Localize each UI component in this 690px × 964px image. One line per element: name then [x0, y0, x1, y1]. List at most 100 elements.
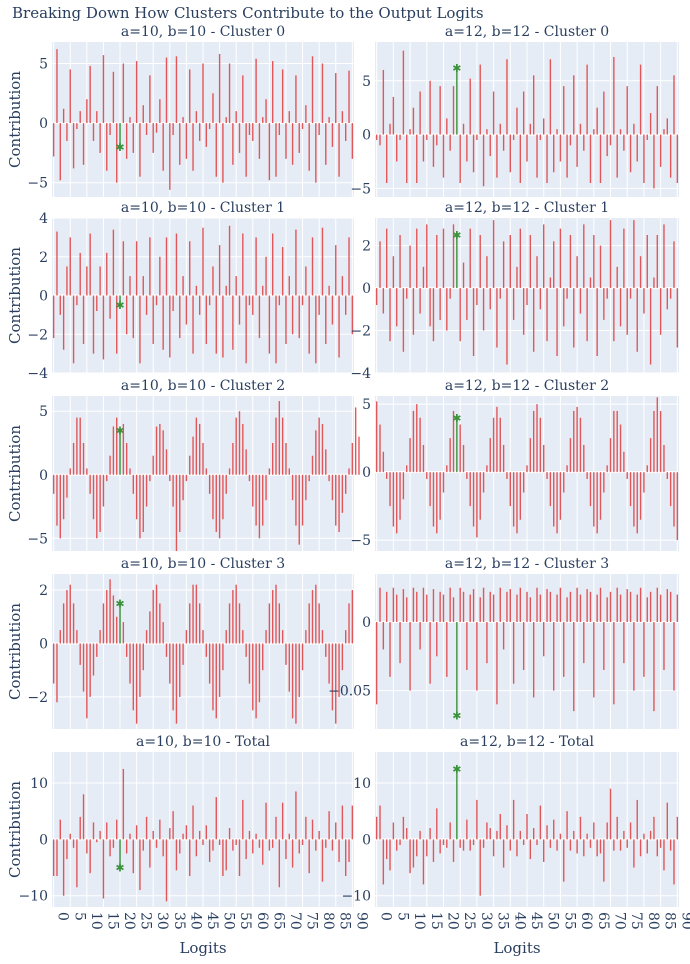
x-tick-label: 65 — [270, 912, 286, 930]
x-tick-label: 20 — [121, 912, 137, 930]
x-tick-label: 85 — [662, 912, 678, 930]
x-tick-label: 35 — [495, 912, 511, 930]
x-tick-label: 25 — [461, 912, 477, 930]
x-tick-label: 90 — [678, 912, 690, 930]
subplot: 2 0 −2 −4 ✱ a=12, b=12 - Cluster 1 — [350, 200, 679, 382]
y-tick-label: 5 — [39, 56, 48, 72]
y-tick-label: 0 — [362, 128, 371, 144]
subplot-title: a=12, b=12 - Cluster 2 — [445, 378, 609, 394]
x-tick-label: 45 — [528, 912, 544, 930]
highlight-marker: ✱ — [452, 763, 461, 776]
y-tick-label: 4 — [39, 211, 48, 227]
x-tick-label: 90 — [353, 912, 369, 930]
x-tick-label: 85 — [337, 912, 353, 930]
y-axis-label: Contribution — [6, 603, 24, 700]
x-tick-label: 50 — [545, 912, 561, 930]
highlight-marker: ✱ — [115, 597, 124, 610]
y-tick-label: 0 — [39, 832, 48, 848]
x-tick-label: 15 — [104, 912, 120, 930]
subplot: 2 0 −2 ✱ a=10, b=10 - Cluster 3 Contribution — [6, 556, 354, 729]
x-tick-label: 5 — [71, 912, 87, 921]
y-axis-label: Contribution — [6, 71, 24, 168]
y-tick-label: 2 — [39, 250, 48, 266]
x-tick-label: 60 — [578, 912, 594, 930]
subplot-title: a=10, b=10 - Cluster 2 — [121, 378, 285, 394]
x-tick-label: 65 — [595, 912, 611, 930]
subplot-title: a=12, b=12 - Cluster 0 — [445, 24, 609, 40]
x-tick-label: 20 — [444, 912, 460, 930]
subplot-title: a=12, b=12 - Cluster 1 — [445, 200, 609, 216]
x-tick-label: 0 — [378, 912, 394, 921]
y-axis-label: Contribution — [6, 247, 24, 344]
y-tick-label: −10 — [341, 889, 371, 905]
x-tick-label: 40 — [187, 912, 203, 930]
y-tick-label: 5 — [362, 397, 371, 413]
x-axis-label-left: Logits — [179, 939, 226, 957]
y-tick-label: −2 — [27, 327, 48, 343]
y-tick-label: 0 — [39, 468, 48, 484]
y-tick-label: 0 — [362, 832, 371, 848]
subplot-title: a=10, b=10 - Cluster 3 — [121, 556, 285, 572]
y-tick-label: 10 — [353, 776, 371, 792]
subplot: 5 0 −5 ✱ a=12, b=12 - Cluster 0 — [350, 24, 679, 197]
highlight-marker: ✱ — [115, 299, 124, 312]
y-tick-label: −2 — [350, 324, 371, 340]
y-tick-label: 0 — [39, 289, 48, 305]
subplot-title: a=10, b=10 - Total — [136, 734, 271, 750]
y-tick-label: −5 — [27, 531, 48, 547]
subplot: 5 0 −5 ✱ a=10, b=10 - Cluster 0 Contribution — [6, 24, 354, 197]
y-tick-label: −10 — [18, 889, 48, 905]
x-tick-label: 0 — [55, 912, 71, 921]
subplot: 4 2 0 −2 −4 ✱ a=10, b=10 - Cluster 1 Contributi… — [6, 200, 354, 382]
x-tick-label: 35 — [171, 912, 187, 930]
highlight-marker: ✱ — [452, 412, 461, 425]
subplot-title: a=12, b=12 - Cluster 3 — [445, 556, 609, 572]
y-tick-label: 2 — [362, 239, 371, 255]
figure-title: Breaking Down How Clusters Contribute to… — [12, 4, 484, 22]
y-tick-label: −5 — [27, 176, 48, 192]
x-tick-label: 70 — [287, 912, 303, 930]
y-tick-label: 0 — [362, 615, 371, 631]
x-tick-label: 30 — [154, 912, 170, 930]
subplot-title: a=12, b=12 - Total — [460, 734, 595, 750]
y-tick-label: 10 — [30, 776, 48, 792]
y-axis-label: Contribution — [6, 425, 24, 522]
x-tick-label: 60 — [254, 912, 270, 930]
subplot-title: a=10, b=10 - Cluster 0 — [121, 24, 285, 40]
y-tick-label: −2 — [27, 690, 48, 706]
x-tick-label: 75 — [304, 912, 320, 930]
highlight-marker: ✱ — [115, 424, 124, 437]
highlight-marker: ✱ — [115, 141, 124, 154]
highlight-marker: ✱ — [452, 62, 461, 75]
y-tick-label: −5 — [350, 533, 371, 549]
y-tick-label: 5 — [362, 74, 371, 90]
y-tick-label: 0 — [362, 465, 371, 481]
highlight-marker: ✱ — [452, 709, 461, 722]
x-tick-label: 70 — [612, 912, 628, 930]
y-tick-label: −4 — [27, 366, 48, 382]
y-tick-label: −0.05 — [328, 684, 371, 700]
x-tick-label: 5 — [394, 912, 410, 921]
subplot-title: a=10, b=10 - Cluster 1 — [121, 200, 285, 216]
x-tick-label: 10 — [88, 912, 104, 930]
y-tick-label: −5 — [350, 181, 371, 197]
x-tick-label: 55 — [561, 912, 577, 930]
highlight-marker: ✱ — [452, 229, 461, 242]
x-tick-label: 55 — [237, 912, 253, 930]
x-tick-label: 40 — [511, 912, 527, 930]
x-tick-label: 80 — [645, 912, 661, 930]
subplot: 5 0 −5 ✱ a=12, b=12 - Cluster 2 — [350, 378, 679, 551]
y-tick-label: 0 — [39, 116, 48, 132]
x-tick-label: 10 — [411, 912, 427, 930]
x-tick-label: 80 — [320, 912, 336, 930]
x-tick-label: 45 — [204, 912, 220, 930]
x-tick-label: 50 — [221, 912, 237, 930]
y-tick-label: 0 — [362, 281, 371, 297]
subplot: 0 −0.05 ✱ a=12, b=12 - Cluster 3 — [328, 556, 679, 729]
y-axis-label: Contribution — [6, 781, 24, 878]
x-tick-label: 25 — [138, 912, 154, 930]
highlight-marker: ✱ — [115, 862, 124, 875]
x-tick-label: 15 — [428, 912, 444, 930]
